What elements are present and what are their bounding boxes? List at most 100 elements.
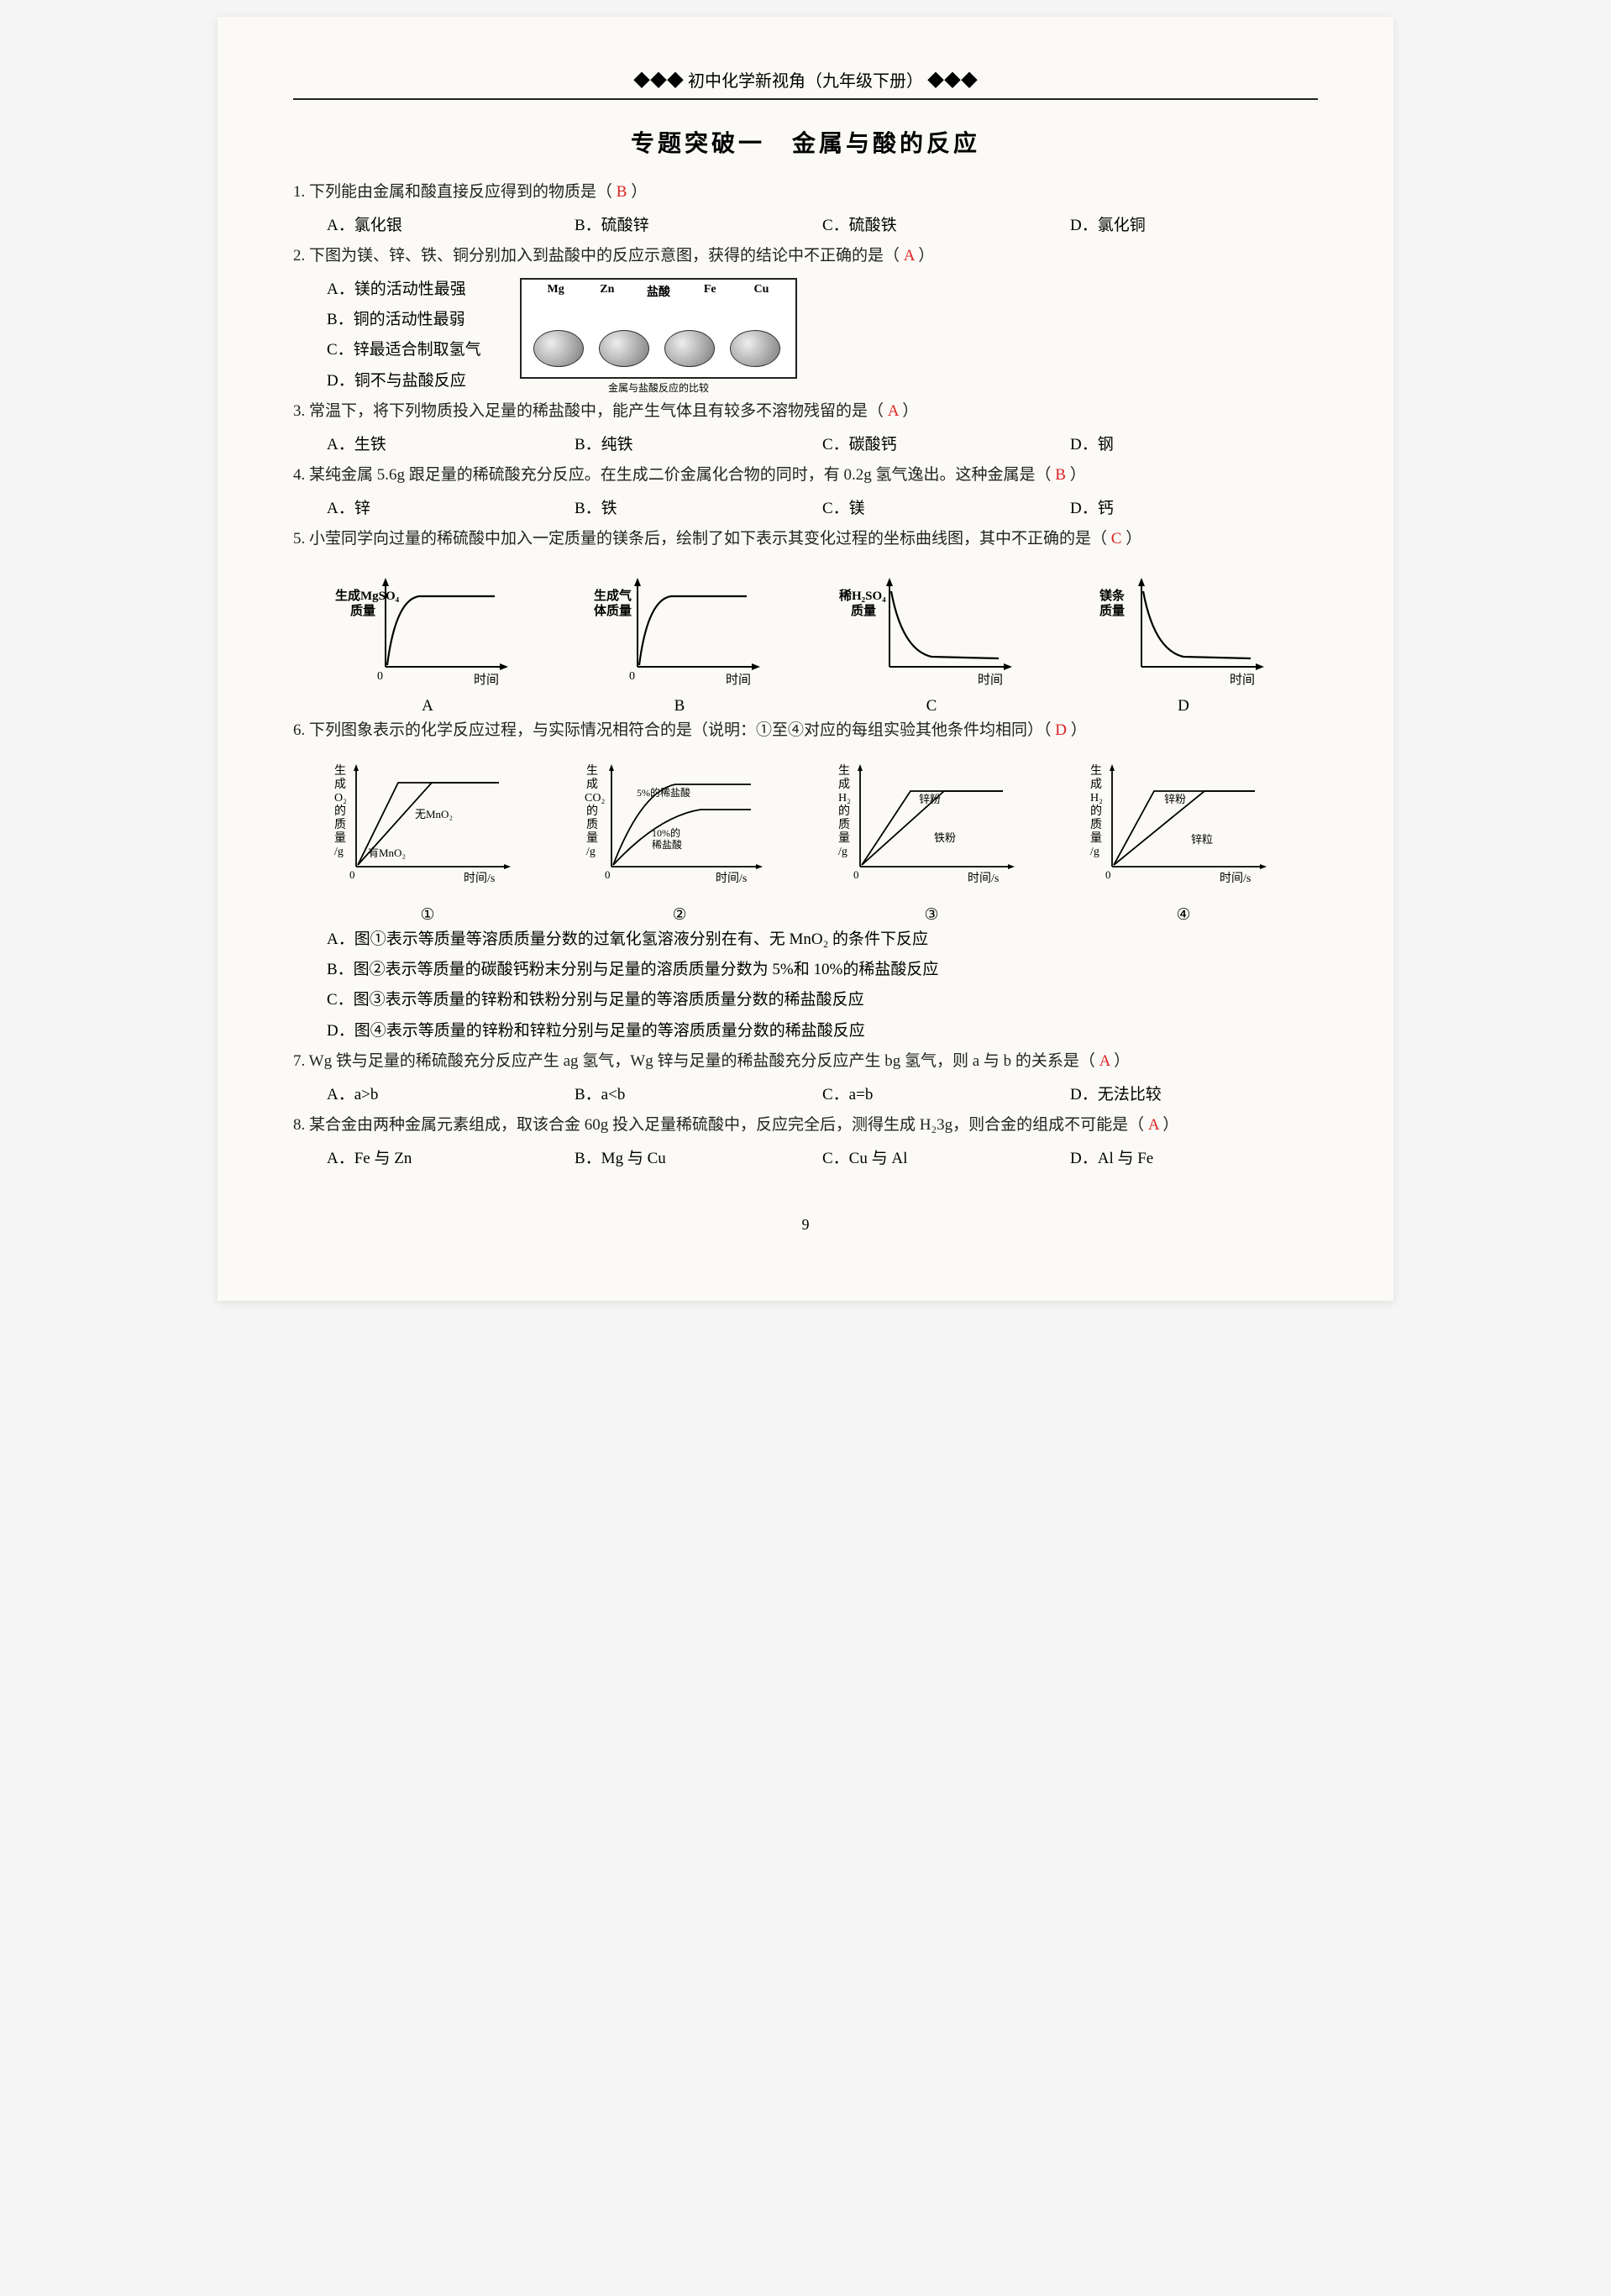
svg-text:0: 0 (605, 868, 611, 881)
svg-text:的: 的 (1090, 805, 1102, 818)
chart-svg-q6-1: 生 成 O₂ 的 质 量 /g 0 无MnO₂ 有MnO₂ 时间/s (331, 757, 524, 900)
metal-bubble-cu (730, 330, 780, 367)
q8-after: ） (1162, 1116, 1178, 1134)
svg-text:质: 质 (586, 818, 598, 831)
q8-opt-b: B．Mg 与 Cu (575, 1144, 822, 1174)
chart-svg-rise-1: 生成MgSO₄ 质量 0 时间 (335, 566, 520, 692)
svg-text:0: 0 (349, 868, 355, 881)
q5-labels: A B C D (293, 697, 1318, 716)
diagram-labels: Mg Zn 盐酸 Fe Cu (522, 283, 795, 300)
svg-text:时间: 时间 (978, 673, 1003, 687)
svg-text:0: 0 (853, 868, 859, 881)
svg-text:量: 量 (334, 831, 346, 845)
q1-options: A．氯化银 B．硫酸锌 C．硫酸铁 D．氯化铜 (293, 211, 1318, 241)
q3-answer: A (888, 402, 899, 420)
svg-text:/g: /g (838, 846, 847, 858)
q4-options: A．锌 B．铁 C．镁 D．钙 (293, 494, 1318, 524)
svg-text:锌粉: 锌粉 (919, 793, 941, 805)
q6-chart-1: 生 成 O₂ 的 质 量 /g 0 无MnO₂ 有MnO₂ 时间/s (302, 757, 554, 900)
svg-text:稀盐酸: 稀盐酸 (652, 838, 682, 851)
q2-after: ） (918, 247, 934, 265)
question-8: 8. 某合金由两种金属元素组成，取该合金 60g 投入足量稀硫酸中，反应完全后，… (293, 1110, 1318, 1140)
svg-text:锌粉: 锌粉 (1164, 793, 1186, 805)
svg-text:生: 生 (586, 764, 598, 778)
q5-label-d: D (1057, 697, 1309, 716)
q4-answer: B (1055, 466, 1066, 484)
svg-text:有MnO₂: 有MnO₂ (368, 847, 406, 859)
page-number: 9 (293, 1216, 1318, 1234)
q8-answer: A (1148, 1116, 1159, 1134)
q8-opt-d: D．Al 与 Fe (1070, 1144, 1318, 1174)
q6-text: 6. 下列图象表示的化学反应过程，与实际情况相符合的是（说明：①至④对应的每组实… (293, 721, 1052, 739)
q3-opt-b: B．纯铁 (575, 430, 822, 460)
question-1: 1. 下列能由金属和酸直接反应得到的物质是（ B ） (293, 177, 1318, 207)
q6-opt-d: D．图④表示等质量的锌粉和锌粒分别与足量的等溶质质量分数的稀盐酸反应 (327, 1016, 1318, 1046)
q3-opt-d: D．钢 (1070, 430, 1318, 460)
q5-chart-a: 生成MgSO₄ 质量 0 时间 (302, 566, 554, 692)
q6-answer: D (1055, 721, 1067, 739)
svg-text:的: 的 (586, 805, 598, 818)
q4-text: 4. 某纯金属 5.6g 跟足量的稀硫酸充分反应。在生成二价金属化合物的同时，有… (293, 466, 1052, 484)
q7-after: ） (1114, 1052, 1130, 1070)
q8-opt-a: A．Fe 与 Zn (327, 1144, 575, 1174)
q4-opt-c: C．镁 (822, 494, 1070, 524)
svg-text:0: 0 (1105, 868, 1111, 881)
q1-opt-b: B．硫酸锌 (575, 211, 822, 241)
q3-opt-a: A．生铁 (327, 430, 575, 460)
q4-opt-b: B．铁 (575, 494, 822, 524)
svg-text:成: 成 (838, 778, 850, 791)
q6-charts: 生 成 O₂ 的 质 量 /g 0 无MnO₂ 有MnO₂ 时间/s (293, 757, 1318, 900)
svg-text:5%的稀盐酸: 5%的稀盐酸 (637, 786, 690, 799)
question-7: 7. Wg 铁与足量的稀硫酸充分反应产生 ag 氢气，Wg 锌与足量的稀盐酸充分… (293, 1046, 1318, 1077)
svg-text:时间: 时间 (726, 673, 751, 687)
svg-text:体质量: 体质量 (594, 603, 632, 618)
svg-text:质: 质 (334, 818, 346, 831)
diagram-label-mg: Mg (530, 283, 581, 300)
svg-text:生: 生 (838, 764, 850, 778)
page-container: ◆◆◆ 初中化学新视角（九年级下册） ◆◆◆ 专题突破一 金属与酸的反应 1. … (218, 17, 1393, 1301)
q1-opt-d: D．氯化铜 (1070, 211, 1318, 241)
q3-text: 3. 常温下，将下列物质投入足量的稀盐酸中，能产生气体且有较多不溶物残留的是（ (293, 402, 884, 420)
svg-text:生成MgSO₄: 生成MgSO₄ (335, 588, 400, 603)
svg-text:CO₂: CO₂ (585, 792, 605, 805)
q7-options: A．a>b B．a<b C．a=b D．无法比较 (293, 1080, 1318, 1110)
svg-text:/g: /g (1090, 846, 1099, 858)
svg-text:时间/s: 时间/s (464, 872, 495, 885)
q2-body: A．镁的活动性最强 B．铜的活动性最弱 C．锌最适合制取氢气 D．铜不与盐酸反应… (293, 275, 1318, 396)
svg-text:量: 量 (838, 831, 850, 845)
question-2: 2. 下图为镁、锌、铁、铜分别加入到盐酸中的反应示意图，获得的结论中不正确的是（… (293, 241, 1318, 271)
q5-label-b: B (554, 697, 806, 716)
q7-text: 7. Wg 铁与足量的稀硫酸充分反应产生 ag 氢气，Wg 锌与足量的稀盐酸充分… (293, 1052, 1095, 1070)
q4-after: ） (1070, 466, 1086, 484)
q4-opt-d: D．钙 (1070, 494, 1318, 524)
metal-bubble-zn (599, 330, 649, 367)
svg-text:时间: 时间 (474, 673, 499, 687)
q5-after: ） (1126, 530, 1141, 548)
q8-opt-c: C．Cu 与 Al (822, 1144, 1070, 1174)
q6-label-4: ④ (1057, 905, 1309, 925)
svg-text:质: 质 (1090, 818, 1102, 831)
q6-labels: ① ② ③ ④ (293, 905, 1318, 925)
q5-label-c: C (806, 697, 1057, 716)
q7-opt-b: B．a<b (575, 1080, 822, 1110)
svg-text:生: 生 (334, 764, 346, 778)
q3-options: A．生铁 B．纯铁 C．碳酸钙 D．钢 (293, 430, 1318, 460)
svg-text:H₂: H₂ (1090, 792, 1103, 805)
q1-after: ） (631, 183, 647, 201)
q6-opt-c: C．图③表示等质量的锌粉和铁粉分别与足量的等溶质质量分数的稀盐酸反应 (327, 985, 1318, 1015)
q7-opt-d: D．无法比较 (1070, 1080, 1318, 1110)
question-3: 3. 常温下，将下列物质投入足量的稀盐酸中，能产生气体且有较多不溶物残留的是（ … (293, 396, 1318, 427)
q5-text: 5. 小莹同学向过量的稀硫酸中加入一定质量的镁条后，绘制了如下表示其变化过程的坐… (293, 530, 1107, 548)
svg-text:成: 成 (586, 778, 598, 791)
q2-diagram: Mg Zn 盐酸 Fe Cu 金属与盐酸反应的比较 (520, 275, 797, 396)
diagram-caption: 金属与盐酸反应的比较 (520, 380, 797, 395)
svg-text:生: 生 (1090, 764, 1102, 778)
svg-text:时间/s: 时间/s (716, 872, 747, 885)
svg-text:稀H₂SO₄: 稀H₂SO₄ (839, 588, 886, 603)
q1-answer: B (617, 183, 627, 201)
svg-text:的: 的 (334, 805, 346, 818)
q5-answer: C (1111, 530, 1122, 548)
q6-chart-4: 生 成 H₂ 的 质 量 /g 0 锌粉 锌粒 时间/s (1057, 757, 1309, 900)
q3-after: ） (902, 402, 918, 420)
question-4: 4. 某纯金属 5.6g 跟足量的稀硫酸充分反应。在生成二价金属化合物的同时，有… (293, 460, 1318, 490)
